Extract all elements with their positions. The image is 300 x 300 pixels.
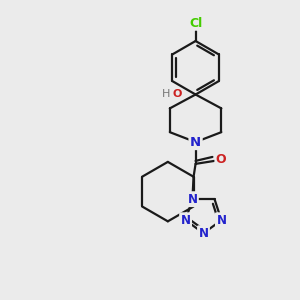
Text: N: N [190,136,201,148]
Text: N: N [199,227,208,240]
Text: N: N [188,193,197,206]
Text: Cl: Cl [189,17,202,30]
Text: H: H [162,88,170,98]
Text: N: N [181,214,190,227]
Text: N: N [216,214,226,227]
Text: O: O [172,88,182,98]
Text: O: O [215,153,226,167]
